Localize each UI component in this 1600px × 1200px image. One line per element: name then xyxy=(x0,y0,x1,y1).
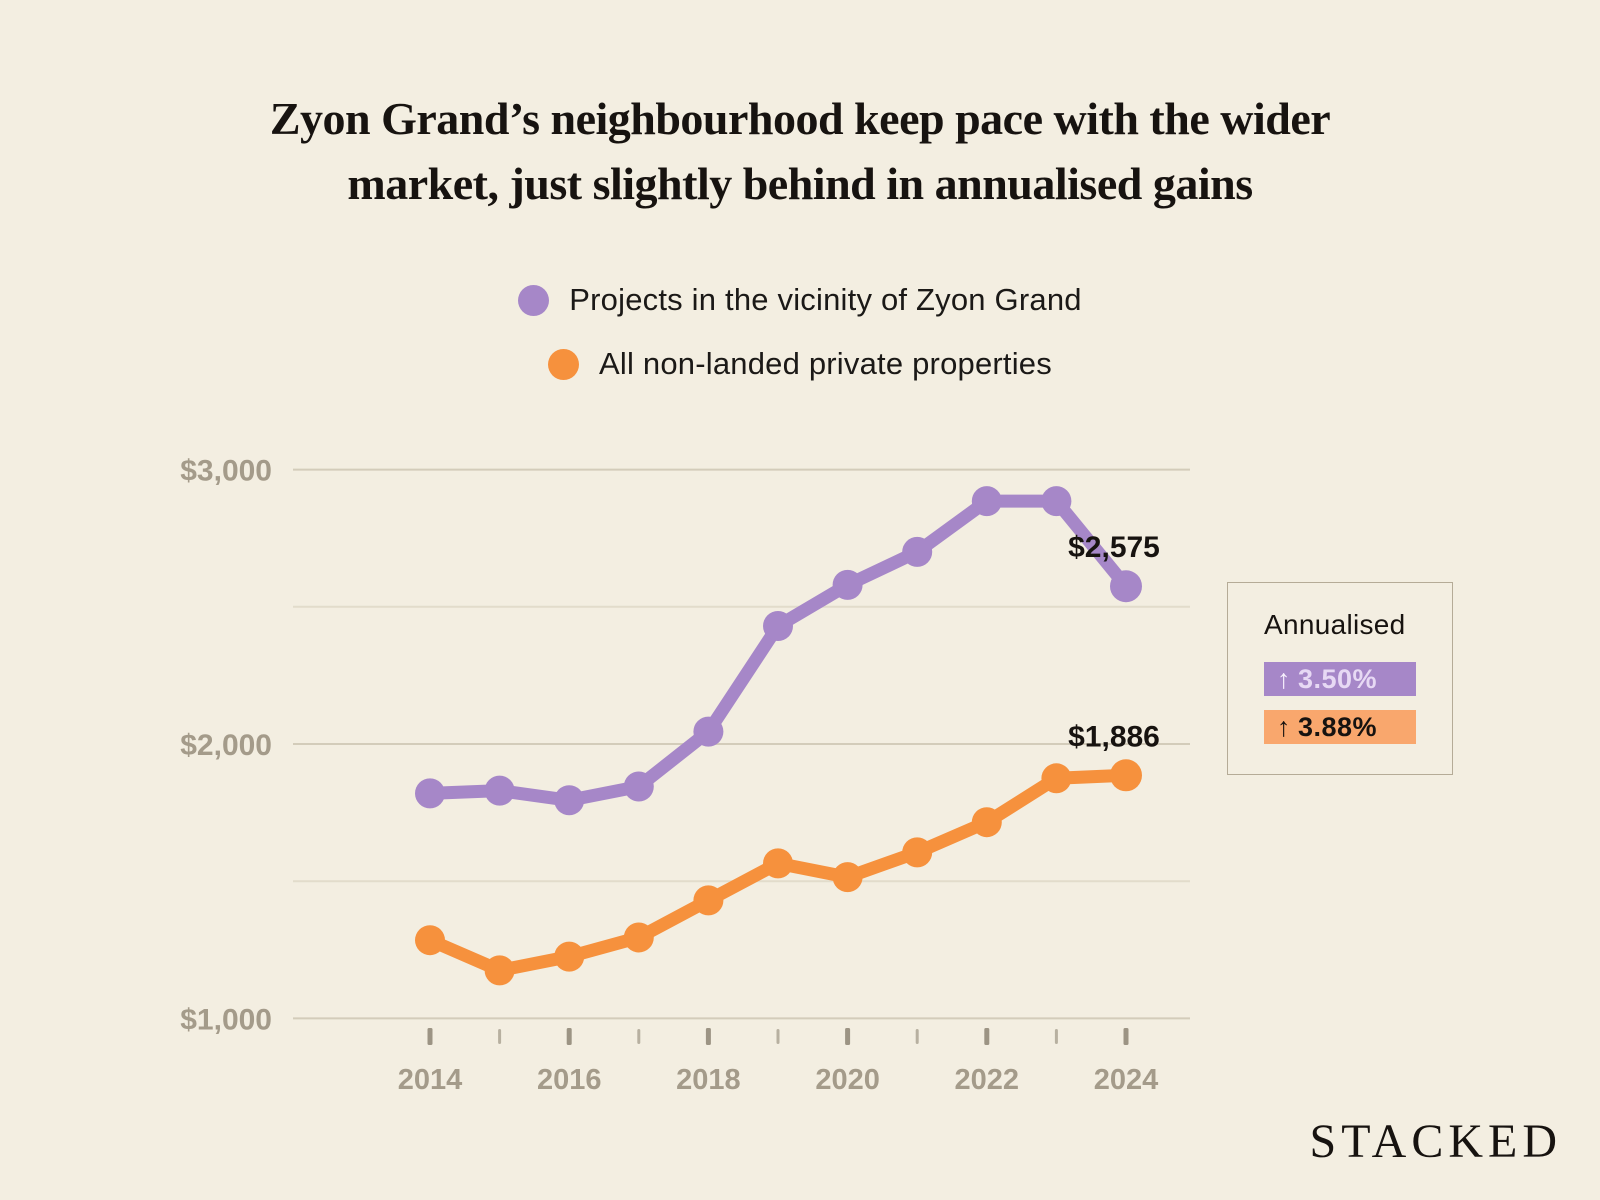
x-axis-label-2018: 2018 xyxy=(676,1064,741,1096)
annualised-box: Annualised ↑ 3.50% ↑ 3.88% xyxy=(1227,582,1453,775)
data-point-0-2022[interactable] xyxy=(971,486,1002,517)
data-point-1-2024[interactable] xyxy=(1110,759,1142,792)
x-tick-2022 xyxy=(984,1028,990,1045)
legend-dot-purple-icon xyxy=(518,284,550,316)
x-tick-2021 xyxy=(915,1029,919,1044)
x-tick-2016 xyxy=(566,1028,572,1045)
data-point-0-2024[interactable] xyxy=(1110,570,1142,603)
legend-dot-orange-icon xyxy=(548,348,580,380)
stacked-logo: STACKED xyxy=(1309,1115,1562,1168)
data-point-1-2022[interactable] xyxy=(971,807,1002,838)
data-point-1-2015[interactable] xyxy=(484,955,515,986)
annualised-value-vicinity: 3.50% xyxy=(1298,663,1378,694)
end-value-label-1: $1,886 xyxy=(1068,720,1160,753)
y-axis-label-1000: $1,000 xyxy=(180,1003,272,1036)
data-point-1-2023[interactable] xyxy=(1041,763,1072,794)
x-axis-label-2020: 2020 xyxy=(815,1064,880,1096)
up-arrow-icon: ↑ xyxy=(1277,663,1291,694)
x-tick-2014 xyxy=(427,1028,433,1045)
x-axis-label-2024: 2024 xyxy=(1094,1064,1159,1096)
x-axis-label-2014: 2014 xyxy=(398,1064,463,1096)
series-line-0 xyxy=(423,494,1133,807)
chart-title-line2: market, just slightly behind in annualis… xyxy=(347,158,1253,210)
data-point-0-2019[interactable] xyxy=(763,611,793,642)
data-point-0-2021[interactable] xyxy=(902,536,933,567)
annualised-chip-nonlanded: ↑ 3.88% xyxy=(1264,710,1416,744)
data-point-1-2021[interactable] xyxy=(902,837,933,868)
data-point-1-2017[interactable] xyxy=(623,922,654,953)
data-point-0-2020[interactable] xyxy=(832,569,863,600)
x-tick-2020 xyxy=(845,1028,851,1045)
data-point-1-2016[interactable] xyxy=(554,941,585,972)
data-point-1-2019[interactable] xyxy=(763,848,793,879)
x-tick-2018 xyxy=(705,1028,711,1045)
chart-title-line1: Zyon Grand’s neighbourhood keep pace wit… xyxy=(269,93,1331,144)
end-value-label-0: $2,575 xyxy=(1068,531,1160,564)
x-axis-label-2016: 2016 xyxy=(537,1064,602,1096)
data-point-0-2018[interactable] xyxy=(693,716,724,747)
data-point-0-2016[interactable] xyxy=(554,785,585,816)
legend-item-nonlanded[interactable]: All non-landed private properties xyxy=(548,346,1052,382)
data-point-0-2014[interactable] xyxy=(415,778,445,809)
x-tick-2017 xyxy=(637,1029,641,1044)
annualised-title: Annualised xyxy=(1264,609,1406,640)
data-point-1-2014[interactable] xyxy=(415,925,445,956)
annualised-chip-vicinity: ↑ 3.50% xyxy=(1264,662,1416,696)
legend-item-vicinity[interactable]: Projects in the vicinity of Zyon Grand xyxy=(518,282,1082,318)
chart-title: Zyon Grand’s neighbourhood keep pace wit… xyxy=(0,86,1600,217)
x-tick-2024 xyxy=(1123,1028,1129,1045)
y-axis-label-2000: $2,000 xyxy=(180,729,272,762)
y-axis-label-3000: $3,000 xyxy=(180,455,272,488)
data-point-0-2023[interactable] xyxy=(1041,486,1072,517)
data-point-0-2017[interactable] xyxy=(623,771,654,802)
x-tick-2019 xyxy=(776,1029,780,1044)
legend-label-nonlanded: All non-landed private properties xyxy=(599,346,1052,381)
data-point-1-2020[interactable] xyxy=(832,862,863,893)
x-axis-label-2022: 2022 xyxy=(955,1064,1020,1096)
data-point-1-2018[interactable] xyxy=(693,885,724,916)
data-point-0-2015[interactable] xyxy=(484,775,515,806)
x-tick-2023 xyxy=(1054,1029,1058,1044)
x-tick-2015 xyxy=(498,1029,502,1044)
chart-legend: Projects in the vicinity of Zyon Grand A… xyxy=(0,282,1600,382)
up-arrow-icon: ↑ xyxy=(1277,711,1291,742)
legend-label-vicinity: Projects in the vicinity of Zyon Grand xyxy=(569,282,1082,317)
annualised-value-nonlanded: 3.88% xyxy=(1298,711,1378,742)
